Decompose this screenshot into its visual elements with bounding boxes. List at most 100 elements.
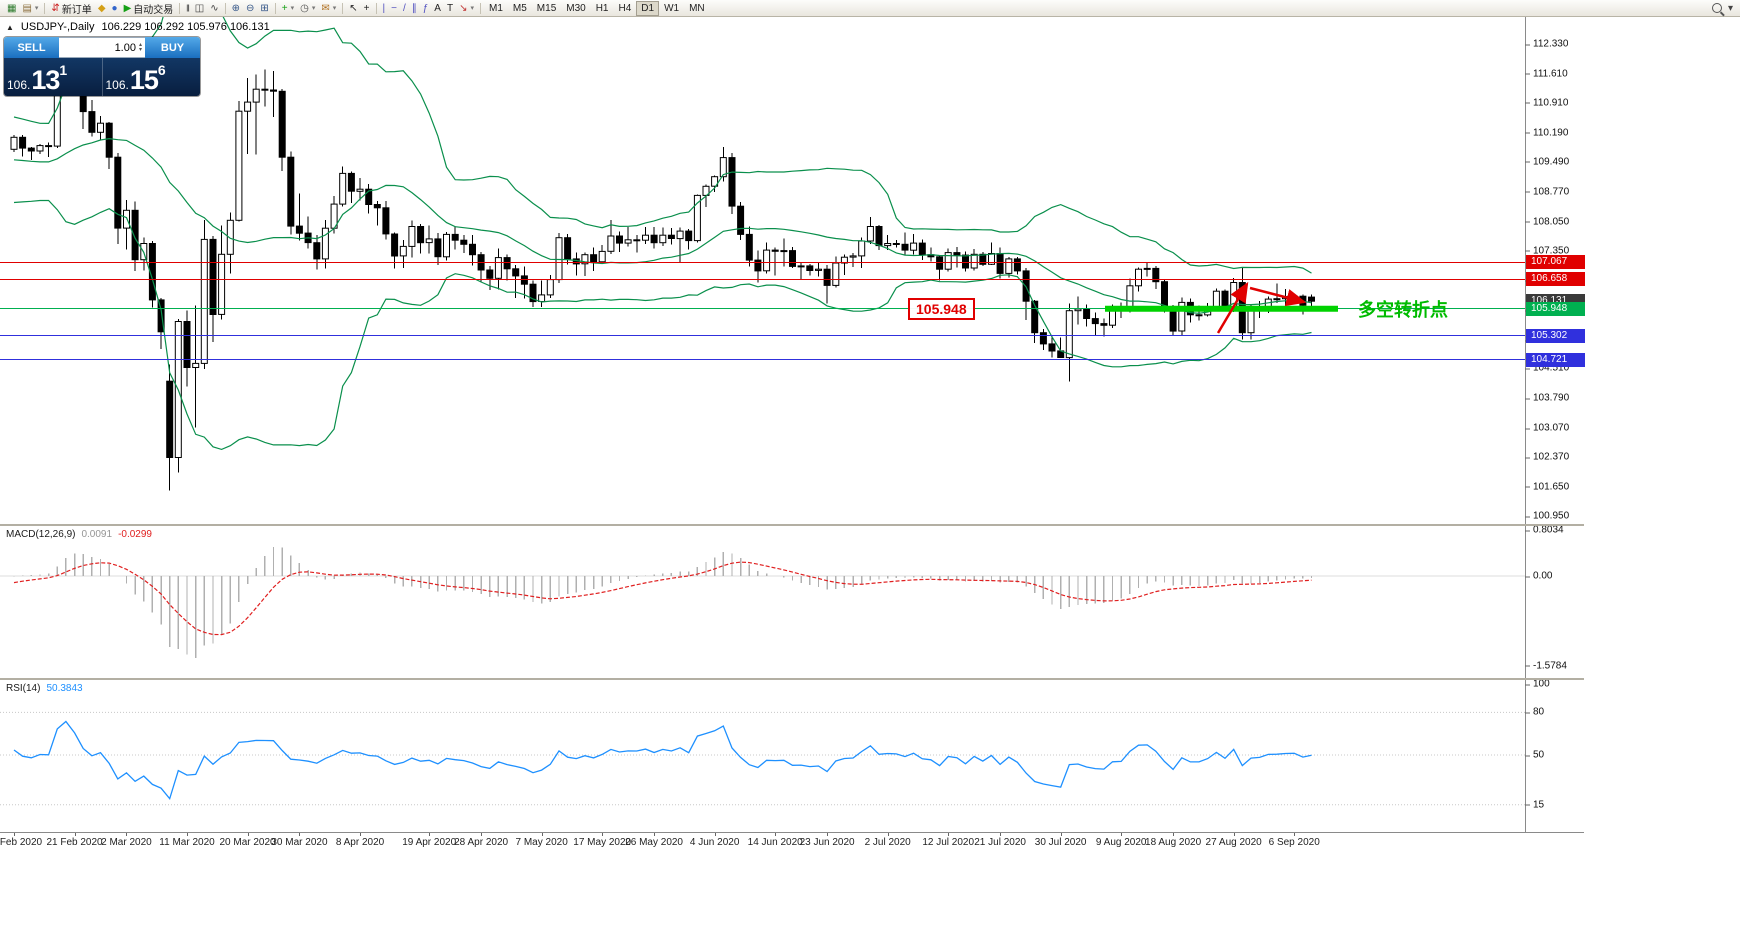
timeframe-m1-button[interactable]: M1 [484, 1, 508, 16]
new-order-button[interactable]: ⇵ 新订单 [48, 1, 94, 16]
label-tool-button[interactable]: T [444, 1, 456, 16]
date-label: 2 Mar 2020 [101, 837, 152, 848]
date-label: 6 Sep 2020 [1268, 837, 1320, 848]
symbol-name: USDJPY-,Daily [20, 21, 95, 33]
candlestick-mode-icon: ◫ [194, 2, 205, 14]
periods-menu-icon: ◷ [300, 2, 309, 14]
date-tick [602, 833, 604, 836]
timeframe-m5-button[interactable]: M5 [508, 1, 532, 16]
price-tick: 112.330 [1524, 38, 1569, 50]
chart-profiles-button[interactable]: ▤ ▾ [19, 1, 41, 16]
arrows-tool-button[interactable]: ↘ ▾ [456, 1, 477, 16]
templates-menu-button[interactable]: ✉ ▾ [318, 1, 339, 16]
price-tick: 103.070 [1524, 422, 1570, 434]
periods-menu-button[interactable]: ◷ ▾ [297, 1, 318, 16]
date-label: 23 Jun 2020 [799, 837, 855, 848]
timeframe-w1-button[interactable]: W1 [659, 1, 684, 16]
tile-windows-button[interactable]: ⊞ [257, 1, 271, 16]
one-click-collapse-icon[interactable]: ▲ [6, 22, 14, 32]
new-chart-icon: ▦ [7, 2, 17, 14]
fibonacci-tool-button[interactable]: ƒ [420, 1, 432, 16]
indicators-list-button[interactable]: + ▾ [279, 1, 297, 16]
line-chart-mode-button[interactable]: ∿ [207, 1, 221, 16]
volume-down-button[interactable]: ▾ [138, 46, 142, 53]
date-tick [1000, 833, 1002, 836]
timeframe-h4-button[interactable]: H4 [614, 1, 637, 16]
date-tick [948, 833, 950, 836]
crosshair-tool-icon: + [363, 2, 370, 14]
toolbar-separator [342, 2, 344, 14]
sell-button[interactable]: SELL [4, 37, 59, 58]
date-label: 12 Feb 2020 [0, 837, 43, 848]
zoom-out-icon: ⊖ [245, 2, 255, 14]
tile-windows-icon: ⊞ [260, 2, 269, 14]
zoom-in-button[interactable]: ⊕ [229, 1, 243, 16]
crosshair-tool-button[interactable]: + [361, 1, 373, 16]
candlestick-mode-button[interactable]: ◫ [192, 1, 207, 16]
cursor-tool-button[interactable]: ↖ [346, 1, 360, 16]
new-order-label: 新订单 [61, 4, 92, 16]
toolbar-separator [179, 2, 181, 14]
bar-chart-mode-button[interactable]: ||| [183, 1, 191, 16]
rsi-pane[interactable]: RSI(14) 50.3843 [0, 680, 1525, 832]
toolbar-separator [44, 2, 46, 14]
date-label: 18 Aug 2020 [1145, 837, 1202, 848]
date-tick [74, 833, 76, 836]
timeframe-mn-button[interactable]: MN [684, 1, 710, 16]
date-label: 19 Apr 2020 [402, 837, 457, 848]
date-label: 2 Jul 2020 [864, 837, 911, 848]
date-tick [14, 833, 15, 836]
price-callout-105948[interactable]: 105.948 [908, 297, 975, 320]
channel-tool-button[interactable]: ∥ [409, 1, 420, 16]
timeframe-m30-button[interactable]: M30 [561, 1, 590, 16]
price-tick: 100.950 [1524, 510, 1570, 522]
chart-profiles-icon: ▤ [22, 2, 32, 14]
bid-price: 106. 13 1 [7, 62, 68, 95]
arrows-tool-dropdown-icon: ▾ [470, 5, 474, 12]
timeframe-h1-button[interactable]: H1 [591, 1, 614, 16]
pane-splitter[interactable] [0, 678, 1584, 680]
turning-point-label[interactable]: 多空转折点 [1358, 299, 1448, 320]
drawn-arrow [1216, 281, 1249, 334]
timeframe-m15-button[interactable]: M15 [532, 1, 561, 16]
windows-dropdown-button[interactable]: ▾ [1725, 1, 1736, 16]
date-tick [714, 833, 716, 836]
price-scale[interactable]: 112.330 111.610 110.910 110.190 109.490 108.7… [1524, 17, 1585, 832]
pane-splitter[interactable] [0, 524, 1584, 526]
volume-value: 1.00 [114, 41, 136, 54]
line-chart-mode-icon: ∿ [210, 2, 219, 14]
zoom-out-button[interactable]: ⊖ [243, 1, 257, 16]
timeframe-d1-button[interactable]: D1 [636, 0, 660, 16]
new-chart-button[interactable]: ▦ [4, 1, 19, 16]
user-profile-button[interactable]: ● [109, 1, 121, 16]
horizontal-line-tool-button[interactable]: − [388, 1, 400, 16]
price-chart-pane[interactable] [0, 17, 1525, 524]
label-tool-icon: T [446, 2, 454, 14]
trendline-tool-icon: / [402, 2, 406, 14]
price-tick: 103.790 [1524, 392, 1570, 404]
macd-scale-tick: 0.8034 [1525, 524, 1564, 536]
autotrading-button[interactable]: ▶ 自动交易 [121, 1, 177, 16]
price-marker-107.067: 107.067 [1526, 255, 1585, 270]
ask-price: 106. 15 6 [101, 58, 201, 96]
vertical-line-tool-button[interactable]: | [380, 1, 389, 16]
price-marker-105.302: 105.302 [1526, 328, 1585, 343]
volume-up-button[interactable]: ▴ [138, 41, 142, 48]
price-tick: 109.490 [1524, 156, 1570, 168]
price-tick: 101.650 [1524, 481, 1570, 493]
volume-input[interactable]: 1.00 ▴ ▾ [59, 37, 145, 58]
macd-pane[interactable]: MACD(12,26,9) 0.0091 -0.0299 [0, 526, 1525, 678]
bollinger-lower-band [13, 199, 1312, 451]
trendline-tool-button[interactable]: / [400, 1, 409, 16]
one-click-trading-panel: SELL 1.00 ▴ ▾ BUY 106. 13 1 106. 15 6 [4, 37, 200, 96]
date-label: 27 Aug 2020 [1205, 837, 1262, 848]
main-toolbar: ▦ ▤ ▾ ⇵ 新订单 ◆ ● ▶ 自动交易 ||| ◫ ∿ ⊕ ⊖ ⊞ + ▾ ◷ ▾ ✉ ▾ ↖ + | − / ∥ ƒ A T ↘ ▾ M… [0, 0, 1740, 17]
mql5-community-button[interactable]: ◆ [95, 1, 109, 16]
buy-button[interactable]: BUY [145, 37, 200, 58]
price-tick: 104.510 [1524, 362, 1570, 374]
search-icon[interactable] [1709, 1, 1725, 16]
bar-chart-mode-icon: ||| [186, 4, 190, 12]
indicators-list-dropdown-icon: ▾ [290, 5, 295, 12]
text-tool-button[interactable]: A [431, 1, 444, 16]
